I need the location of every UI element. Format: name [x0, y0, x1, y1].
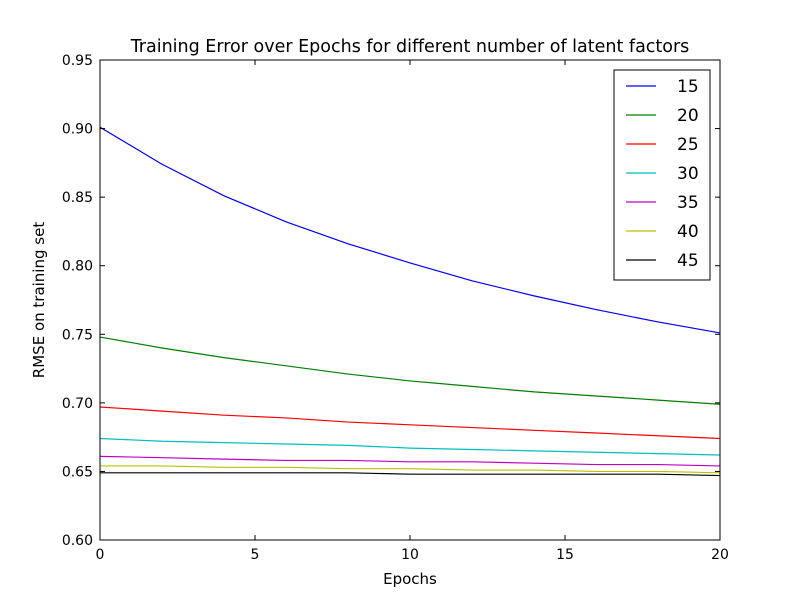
- plot-lines: [99, 126, 721, 477]
- series-line-20: [99, 336, 721, 405]
- series-line-25: [99, 406, 721, 440]
- y-tick-label: 0.70: [62, 396, 93, 412]
- legend: 15 20 25 30 35 40 45: [613, 69, 711, 281]
- chart-title: Training Error over Epochs for different…: [130, 37, 690, 57]
- series-line-45: [100, 472, 721, 477]
- x-tick-label: 20: [711, 547, 729, 563]
- legend-box: [613, 69, 711, 281]
- x-tick-label: 5: [251, 547, 260, 563]
- y-axis-label: RMSE on training set: [30, 222, 48, 379]
- legend-label-45: 45: [677, 251, 699, 271]
- y-tick-label: 0.90: [62, 122, 93, 138]
- y-tick-label: 0.65: [62, 464, 93, 480]
- x-tick-label: 0: [96, 547, 105, 563]
- legend-label-15: 15: [677, 77, 699, 97]
- y-tick-label: 0.80: [62, 259, 93, 275]
- legend-label-25: 25: [677, 135, 699, 155]
- series-line-35: [99, 455, 721, 467]
- x-tick-label: 15: [556, 547, 574, 563]
- x-axis-label: Epochs: [383, 570, 437, 588]
- series-line-30: [99, 437, 721, 456]
- y-tick-label: 0.60: [62, 533, 93, 549]
- series-line-15: [99, 126, 721, 334]
- legend-label-35: 35: [677, 193, 699, 213]
- legend-label-40: 40: [677, 222, 699, 242]
- y-tick-label: 0.95: [62, 53, 93, 69]
- legend-label-20: 20: [677, 106, 699, 126]
- x-tick-label: 10: [401, 547, 419, 563]
- series-line-40: [100, 465, 721, 474]
- y-tick-label: 0.75: [62, 327, 93, 343]
- legend-label-30: 30: [677, 164, 699, 184]
- y-tick-label: 0.85: [62, 190, 93, 206]
- axis-ticks: 0 5 10 15 20 0.60 0.65 0.70 0.75 0.80 0.85 0.90 0.95: [62, 53, 729, 563]
